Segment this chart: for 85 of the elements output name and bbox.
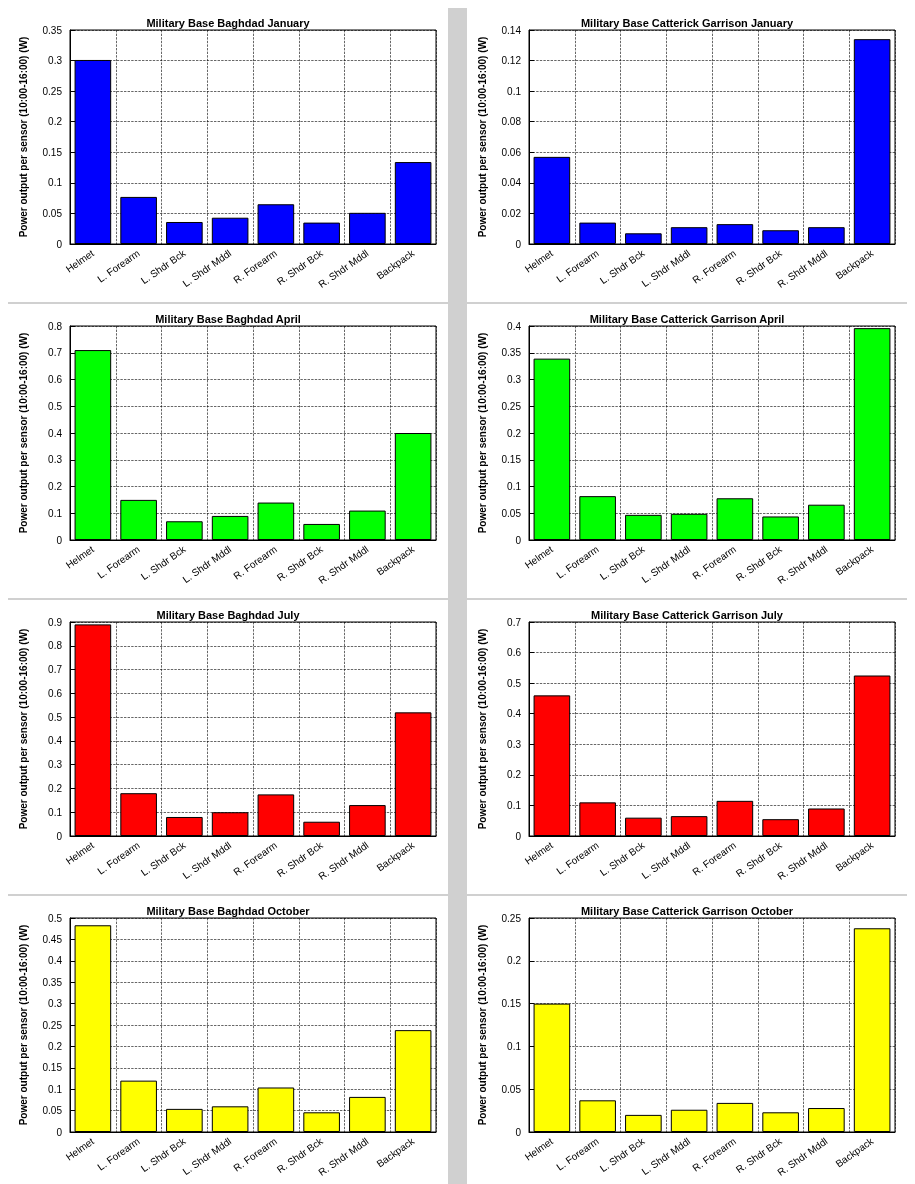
- y-tick-label: 0.1: [507, 1040, 522, 1052]
- y-tick-label: 0.5: [48, 912, 63, 924]
- y-tick-label: 0: [515, 534, 522, 546]
- y-tick-label: 0.4: [507, 320, 522, 332]
- y-tick-label: 0.35: [42, 24, 63, 36]
- y-tick-label: 0.8: [48, 640, 63, 652]
- y-tick-label: 0.7: [507, 616, 522, 628]
- y-tick-label: 0: [515, 1126, 522, 1138]
- y-tick-label: 0.3: [507, 738, 522, 750]
- y-tick-label: 0.9: [48, 616, 63, 628]
- chart-title: Military Base Baghdad April: [155, 312, 301, 325]
- chart-title: Military Base Baghdad July: [156, 608, 301, 621]
- y-tick-label: 0: [56, 534, 63, 546]
- y-tick-label: 0.5: [48, 400, 63, 412]
- y-tick-label: 0.4: [48, 955, 63, 967]
- y-tick-label: 0.4: [507, 708, 522, 720]
- y-tick-label: 0.25: [501, 400, 522, 412]
- y-tick-label: 0.1: [507, 799, 522, 811]
- y-axis-title: Power output per sensor (10:00-16:00) (W): [476, 332, 488, 534]
- y-tick-label: 0.5: [48, 711, 63, 723]
- y-tick-label: 0.3: [507, 374, 522, 385]
- y-tick-label: 0.1: [507, 481, 522, 492]
- y-tick-label: 0.2: [48, 782, 63, 794]
- y-tick-label: 0.35: [42, 976, 63, 988]
- y-tick-label: 0.1: [48, 1083, 63, 1095]
- y-tick-label: 0: [515, 830, 522, 842]
- chart-title: Military Base Catterick Garrison January: [580, 16, 794, 29]
- y-tick-label: 0.1: [48, 806, 63, 818]
- y-tick-label: 0.6: [507, 647, 522, 659]
- y-tick-label: 0: [56, 830, 63, 842]
- y-tick-label: 0.45: [42, 933, 63, 945]
- chart-title: Military Base Catterick Garrison July: [591, 608, 784, 621]
- y-tick-label: 0.25: [42, 1019, 63, 1031]
- y-tick-label: 0.1: [48, 177, 63, 189]
- y-tick-label: 0.2: [48, 1040, 63, 1052]
- y-tick-label: 0.15: [501, 998, 522, 1010]
- y-tick-label: 0.14: [501, 24, 522, 36]
- y-tick-label: 0.5: [507, 677, 522, 689]
- y-tick-label: 0.6: [48, 687, 63, 699]
- y-tick-label: 0.35: [501, 347, 522, 359]
- chart-title: Military Base Baghdad January: [146, 16, 311, 29]
- y-tick-label: 0.8: [48, 320, 63, 332]
- y-tick-label: 0.25: [42, 85, 63, 97]
- y-tick-label: 0.1: [48, 507, 63, 519]
- y-tick-label: 0.05: [501, 1083, 522, 1095]
- y-tick-label: 0.15: [42, 1062, 63, 1074]
- chart-title: Military Base Catterick Garrison October: [580, 904, 794, 917]
- y-axis-title: Power output per sensor (10:00-16:00) (W): [17, 332, 29, 534]
- y-axis-title: Power output per sensor (10:00-16:00) (W): [476, 628, 488, 830]
- y-tick-label: 0.1: [507, 85, 522, 97]
- y-tick-label: 0.25: [501, 912, 522, 924]
- y-tick-label: 0.3: [48, 454, 63, 466]
- y-axis-title: Power output per sensor (10:00-16:00) (W): [476, 924, 488, 1126]
- y-tick-label: 0.06: [501, 146, 522, 158]
- y-tick-label: 0.05: [42, 1105, 63, 1117]
- chart-title: Military Base Baghdad October: [146, 904, 311, 917]
- y-tick-label: 0.2: [507, 769, 522, 781]
- y-axis-title: Power output per sensor (10:00-16:00) (W): [17, 36, 29, 238]
- y-axis-title: Power output per sensor (10:00-16:00) (W): [17, 924, 29, 1126]
- y-tick-label: 0.3: [48, 759, 63, 771]
- y-tick-label: 0.2: [48, 481, 63, 492]
- y-tick-label: 0.05: [501, 507, 522, 519]
- y-tick-label: 0: [56, 238, 63, 250]
- y-tick-label: 0.7: [48, 347, 63, 359]
- y-tick-label: 0.7: [48, 664, 63, 676]
- y-tick-label: 0.12: [501, 55, 522, 67]
- y-tick-label: 0.2: [507, 955, 522, 967]
- y-tick-label: 0.4: [48, 735, 63, 747]
- y-tick-label: 0.02: [501, 207, 522, 219]
- y-tick-label: 0.3: [48, 998, 63, 1010]
- y-tick-label: 0.15: [42, 146, 63, 158]
- y-tick-label: 0: [515, 238, 522, 250]
- y-tick-label: 0.3: [48, 55, 63, 67]
- y-tick-label: 0.15: [501, 454, 522, 466]
- y-tick-label: 0.05: [42, 207, 63, 219]
- chart-title: Military Base Catterick Garrison April: [589, 312, 785, 325]
- y-tick-label: 0.2: [507, 427, 522, 439]
- y-tick-label: 0: [56, 1126, 63, 1138]
- y-tick-label: 0.2: [48, 116, 63, 128]
- y-tick-label: 0.08: [501, 116, 522, 128]
- y-tick-label: 0.04: [501, 177, 522, 189]
- y-tick-label: 0.4: [48, 427, 63, 439]
- y-axis-title: Power output per sensor (10:00-16:00) (W): [476, 36, 488, 238]
- y-axis-title: Power output per sensor (10:00-16:00) (W): [17, 628, 29, 830]
- y-tick-label: 0.6: [48, 374, 63, 385]
